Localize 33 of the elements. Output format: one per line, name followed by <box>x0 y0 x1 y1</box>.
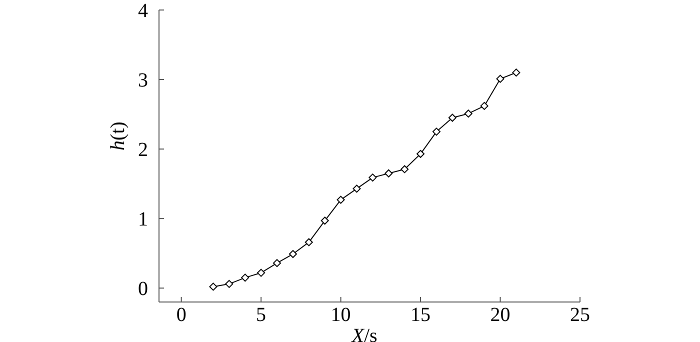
point <box>225 280 234 288</box>
point <box>304 238 313 246</box>
point <box>464 110 472 118</box>
point <box>480 102 488 110</box>
point <box>288 250 297 258</box>
y-tick-label: 1 <box>138 208 148 231</box>
y-tick-label: 3 <box>138 70 148 92</box>
point <box>368 174 377 182</box>
x-tick-label: 5 <box>256 304 266 326</box>
x-tick-label: 20 <box>490 304 510 326</box>
y-axis-title: h(t) <box>107 122 129 150</box>
y-tick-label: 4 <box>138 0 148 22</box>
y-tick-label: 0 <box>138 278 148 300</box>
point <box>320 216 329 225</box>
point <box>416 150 425 158</box>
point <box>257 268 266 277</box>
point <box>352 184 361 193</box>
x-tick-label: 0 <box>176 304 186 326</box>
point <box>336 196 345 204</box>
point <box>448 114 456 122</box>
point <box>512 68 520 77</box>
point <box>384 169 393 178</box>
y-tick-label: 2 <box>138 139 148 162</box>
point <box>273 259 282 268</box>
point <box>241 274 250 282</box>
point <box>209 282 218 291</box>
point <box>432 128 440 136</box>
x-tick-label: 25 <box>570 304 590 326</box>
x-axis-title: X/s <box>350 325 378 342</box>
x-tick-label: 15 <box>410 304 431 326</box>
point <box>496 74 504 83</box>
point <box>400 165 409 174</box>
x-tick-label: 10 <box>330 304 351 326</box>
